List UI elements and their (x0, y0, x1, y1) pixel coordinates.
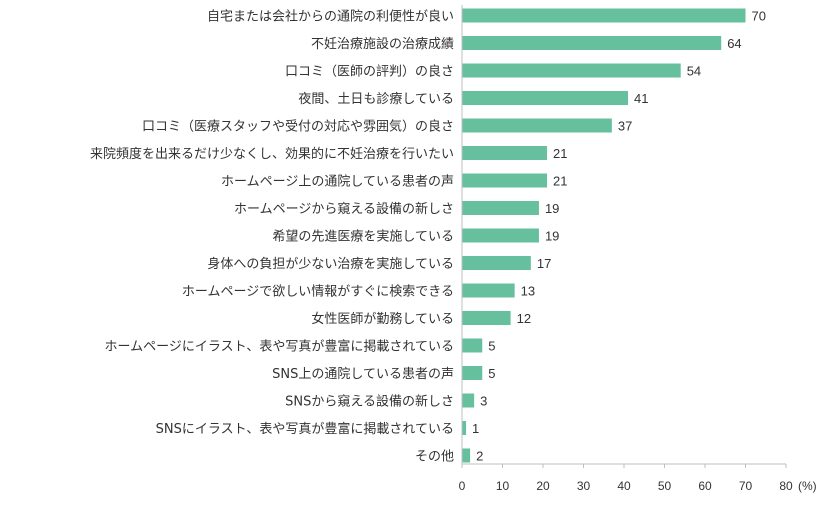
bar-6 (462, 146, 548, 160)
category-label-15: SNSから窺える設備の新しさ (285, 394, 454, 410)
category-labels-group: 自宅または会社からの通院の利便性が良い不妊治療施設の治療成績口コミ（医師の評判）… (90, 9, 454, 465)
value-label-5: 37 (618, 119, 632, 134)
value-label-15: 3 (480, 394, 487, 409)
category-label-8: ホームページから窺える設備の新しさ (234, 201, 454, 217)
category-label-5: 口コミ（医療スタッフや受付の対応や雰囲気）の良さ (142, 119, 454, 135)
category-label-13: ホームページにイラスト、表や写真が豊富に掲載されている (105, 339, 454, 355)
value-label-9: 19 (545, 229, 559, 244)
value-label-16: 1 (472, 421, 479, 436)
category-label-10: 身体への負担が少ない治療を実施している (207, 256, 454, 272)
x-tick-label-0: 0 (459, 479, 466, 493)
x-axis: 0 10 20 30 40 50 60 70 80 (%) (459, 5, 817, 493)
bar-17 (462, 448, 471, 463)
bar-15 (462, 393, 475, 408)
bar-9 (462, 228, 539, 243)
value-label-7: 21 (553, 174, 567, 189)
x-tick-label-50: 50 (658, 479, 672, 493)
category-label-11: ホームページで欲しい情報がすぐに検索できる (182, 284, 454, 300)
x-tick-label-80: 80 (779, 479, 793, 493)
category-label-17: その他 (415, 450, 454, 465)
category-label-2: 不妊治療施設の治療成績 (311, 36, 454, 52)
bar-4 (462, 91, 629, 105)
bar-12 (462, 311, 511, 325)
bars-group (462, 8, 746, 463)
bar-13 (462, 338, 483, 353)
bar-1 (462, 8, 746, 23)
value-label-2: 64 (727, 36, 741, 51)
value-label-12: 12 (517, 311, 531, 326)
x-tick-label-70: 70 (739, 479, 753, 493)
value-label-6: 21 (553, 146, 567, 161)
value-label-1: 70 (752, 9, 766, 24)
bar-11 (462, 283, 515, 298)
x-tick-label-30: 30 (577, 479, 591, 493)
value-label-17: 2 (476, 449, 483, 464)
bar-10 (462, 256, 531, 270)
value-label-13: 5 (488, 339, 495, 354)
bar-5 (462, 118, 612, 133)
value-label-14: 5 (488, 366, 495, 381)
x-tick-label-10: 10 (496, 479, 510, 493)
x-tick-label-20: 20 (536, 479, 550, 493)
value-label-8: 19 (545, 201, 559, 216)
x-tick-label-40: 40 (617, 479, 631, 493)
x-unit-label: (%) (798, 479, 817, 493)
category-label-7: ホームページ上の通院している患者の声 (221, 175, 454, 190)
category-label-12: 女性医師が勤務している (311, 311, 454, 327)
bar-7 (462, 173, 548, 188)
bar-3 (462, 63, 681, 78)
category-label-9: 希望の先進医療を実施している (272, 229, 454, 245)
bar-2 (462, 36, 722, 50)
value-label-11: 13 (521, 284, 535, 299)
category-label-14: SNS上の通院している患者の声 (272, 367, 454, 382)
bar-8 (462, 201, 539, 215)
category-label-3: 口コミ（医師の評判）の良さ (285, 64, 454, 80)
bar-16 (462, 421, 467, 435)
x-tick-label-60: 60 (698, 479, 712, 493)
category-label-1: 自宅または会社からの通院の利便性が良い (207, 9, 454, 25)
category-label-4: 夜間、土日も診療している (298, 91, 454, 107)
value-label-4: 41 (634, 91, 648, 106)
value-label-3: 54 (687, 64, 701, 79)
category-label-16: SNSにイラスト、表や写真が豊富に掲載されている (156, 421, 454, 437)
value-label-10: 17 (537, 256, 551, 271)
category-label-6: 来院頻度を出来るだけ少なくし、効果的に不妊治療を行いたい (90, 146, 454, 162)
bar-14 (462, 366, 483, 380)
